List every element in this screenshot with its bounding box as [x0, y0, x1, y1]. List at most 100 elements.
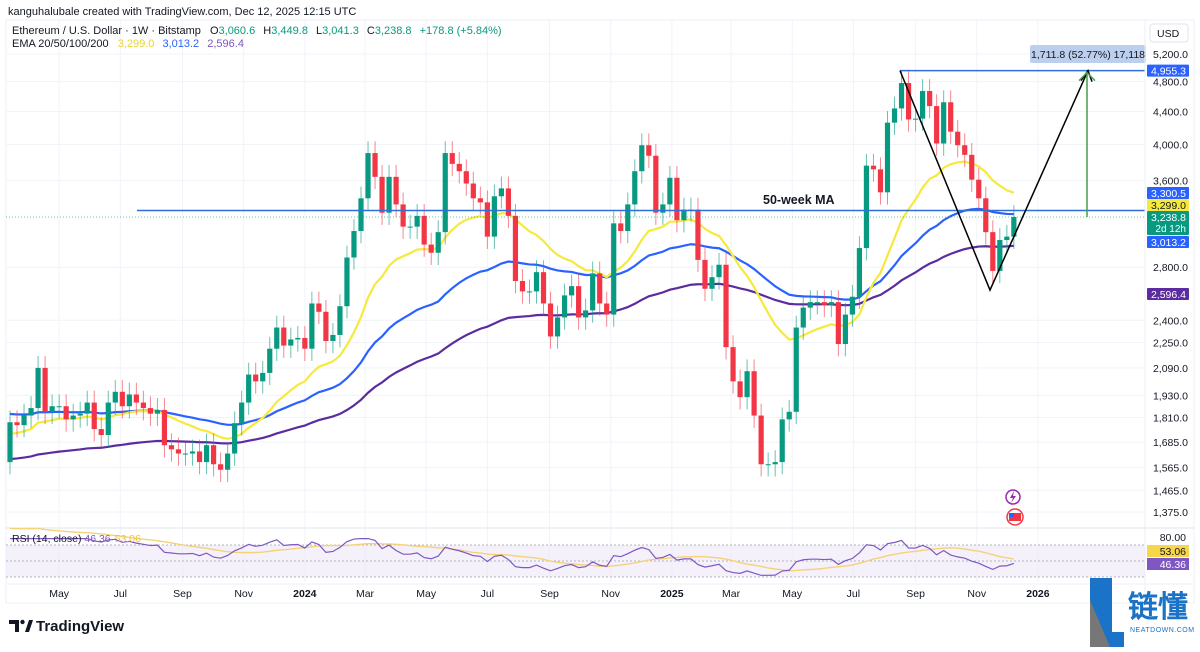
drawings[interactable]: 1,711.8 (52.77%) 17,118 50-week MA [6, 45, 1146, 292]
time-tick-label: Mar [722, 588, 741, 600]
price-tick-label: 1,565.0 [1153, 463, 1188, 475]
us-flag-event-icon[interactable] [1006, 508, 1024, 526]
candle-body [835, 302, 841, 345]
candle-body [7, 422, 13, 463]
candle-body [583, 310, 589, 318]
candle-body [421, 215, 427, 245]
neatdown-watermark: 链懂 NEATDOWN.COM [1090, 578, 1194, 647]
candle-body [849, 296, 855, 315]
candle-body [98, 429, 104, 436]
rsi-label: RSI (14, close) 46.36 53.06 [12, 533, 141, 545]
l-label: L [316, 25, 322, 37]
rsi-pane[interactable]: RSI (14, close) 46.36 53.06 80.00 53.06 46.3… [6, 527, 1194, 578]
candle-body [449, 153, 455, 164]
candle-body [730, 347, 736, 382]
candle-body [168, 445, 175, 450]
candle-body [498, 188, 504, 197]
candle-body [161, 409, 168, 446]
candle-body [674, 177, 680, 221]
candle-body [182, 453, 189, 455]
candle-body [891, 108, 898, 123]
candle-body [393, 176, 399, 205]
candle-body [751, 371, 757, 416]
candle-body [716, 264, 722, 278]
time-tick-label: Jul [481, 588, 494, 600]
candle-body [660, 204, 666, 213]
candle-body [105, 402, 111, 436]
rsi-value: 46.36 [84, 533, 110, 545]
candle-body [49, 406, 55, 412]
rsi-axis-top: 80.00 [1160, 532, 1186, 544]
lightning-event-icon[interactable] [1005, 489, 1021, 505]
candle-body [91, 402, 97, 430]
candle-body [667, 177, 673, 205]
candle-body [246, 374, 252, 403]
candle-body [330, 334, 336, 341]
legend-symbol: Ethereum / U.S. Dollar · 1W · Bitstamp O… [12, 25, 502, 37]
ema50-price-tag-bg [1147, 236, 1189, 248]
candle-body [428, 244, 434, 253]
candle-body [84, 402, 90, 414]
candle-body [309, 303, 315, 349]
v-pattern-line[interactable] [899, 70, 1089, 292]
candle-body [154, 409, 161, 414]
candle-body [295, 337, 301, 340]
time-tick-label: 2024 [293, 588, 317, 600]
candle-body [934, 106, 940, 144]
candle-body [512, 215, 519, 282]
credit-text: kanguhalubale created with TradingView.c… [8, 6, 356, 18]
time-tick-label: Nov [234, 588, 253, 600]
price-tick-label: 1,810.0 [1153, 412, 1188, 424]
candle-body [302, 337, 308, 349]
candle-body [456, 163, 462, 172]
time-tick-label: May [782, 588, 803, 600]
price-axis[interactable]: 5,200.0 4,800.0 4,400.0 4,000.0 3,600.0 2,800… [1144, 20, 1189, 603]
candle-body [484, 202, 490, 237]
candle-body [147, 408, 153, 414]
candle-body [1011, 217, 1017, 237]
candle-body [232, 423, 238, 454]
price-tick-label: 3,600.0 [1153, 176, 1188, 188]
ema100-value: 2,596.4 [207, 38, 244, 50]
price-tick-label: 1,375.0 [1153, 507, 1188, 519]
rsi-tag-bg [1147, 558, 1189, 570]
candle-body [611, 223, 617, 315]
candle-body [561, 295, 568, 318]
candle-body [519, 281, 526, 292]
price-tick-label: 1,465.0 [1153, 485, 1188, 497]
time-tick-label: Nov [967, 588, 986, 600]
candle-body [863, 165, 870, 249]
candle-body [344, 257, 350, 307]
h-label: H [263, 25, 271, 37]
rsi-ma-tag: 53.06 [1160, 546, 1186, 558]
candle-body [477, 198, 483, 203]
time-tick-label: 2026 [1026, 588, 1050, 600]
time-tick-label: 2025 [660, 588, 684, 600]
legend-ema: EMA 20/50/100/200 3,299.0 3,013.2 2,596.… [12, 38, 244, 50]
ema20-price-tag: 3,299.0 [1151, 200, 1186, 212]
candle-body [990, 232, 996, 271]
measure-arrowhead [1078, 71, 1096, 82]
time-axis[interactable]: May Jul Sep Nov 2024 Mar May Jul Sep Nov 2025 Mar Ma… [6, 583, 1194, 600]
price-tick-label: 2,090.0 [1153, 363, 1188, 375]
tradingview-logo[interactable]: TradingView [9, 618, 124, 635]
candle-body [976, 179, 982, 199]
candle-body [576, 286, 582, 318]
time-tick-label: Jul [847, 588, 860, 600]
ema100-price-tag: 2,596.4 [1151, 289, 1186, 301]
brand-text: TradingView [36, 618, 124, 635]
target-price-tag-bg [1147, 64, 1189, 77]
candle-body [203, 445, 210, 463]
o-label: O [210, 25, 219, 37]
candle-body [842, 314, 848, 345]
high-value: 3,449.8 [271, 25, 308, 37]
candle-body [941, 102, 947, 144]
candle-body [744, 371, 750, 398]
currency-box[interactable] [1149, 23, 1189, 43]
candle-body [793, 327, 799, 412]
candle-body [646, 145, 652, 156]
last-price-tag: 3,238.8 [1151, 212, 1186, 224]
candle-body [175, 449, 182, 454]
candle-body [260, 372, 266, 382]
